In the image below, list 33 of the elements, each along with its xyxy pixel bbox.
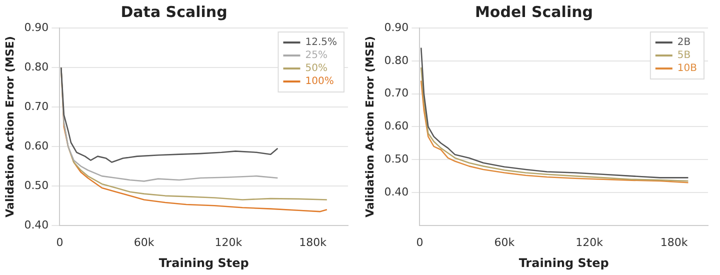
y-tick-label: 0.60 [384,120,409,133]
y-tick-label: 0.50 [384,152,409,166]
y-tick-label: 0.70 [24,100,49,113]
y-tick-label: 0.40 [384,185,409,198]
x-tick-label: 120k [214,236,243,249]
y-tick-label: 0.80 [24,60,49,74]
y-tick-label: 0.70 [384,86,409,100]
x-tick-label: 60k [134,236,155,249]
x-tick-label: 180k [299,236,328,249]
x-tick-label: 0 [56,236,64,249]
legend-label: 12.5% [305,37,338,48]
y-tick-label: 0.40 [24,218,49,232]
chart-title: Model Scaling [474,2,594,21]
x-axis-title: Training Step [158,256,250,270]
legend-label: 5B [677,50,691,62]
legend-label: 25% [305,50,328,62]
x-tick-label: 0 [416,236,424,249]
chart-title: Data Scaling [120,2,228,21]
x-tick-label: 180k [660,236,688,249]
x-tick-label: 120k [576,236,604,249]
x-axis-title: Training Step [518,256,610,270]
y-tick-label: 0.60 [24,139,49,152]
legend-label: 2B [677,37,691,48]
y-tick-label: 0.80 [384,54,409,67]
y-axis-title: Validation Action Error (MSE) [363,36,376,218]
x-tick-label: 60k [494,236,516,249]
y-axis-title: Validation Action Error (MSE) [3,36,16,218]
legend-label: 50% [305,63,328,74]
y-tick-label: 0.90 [384,20,409,34]
legend-label: 100% [305,76,334,88]
y-tick-label: 0.90 [24,20,49,34]
y-tick-label: 0.50 [24,178,49,192]
legend-label: 10B [677,63,698,74]
